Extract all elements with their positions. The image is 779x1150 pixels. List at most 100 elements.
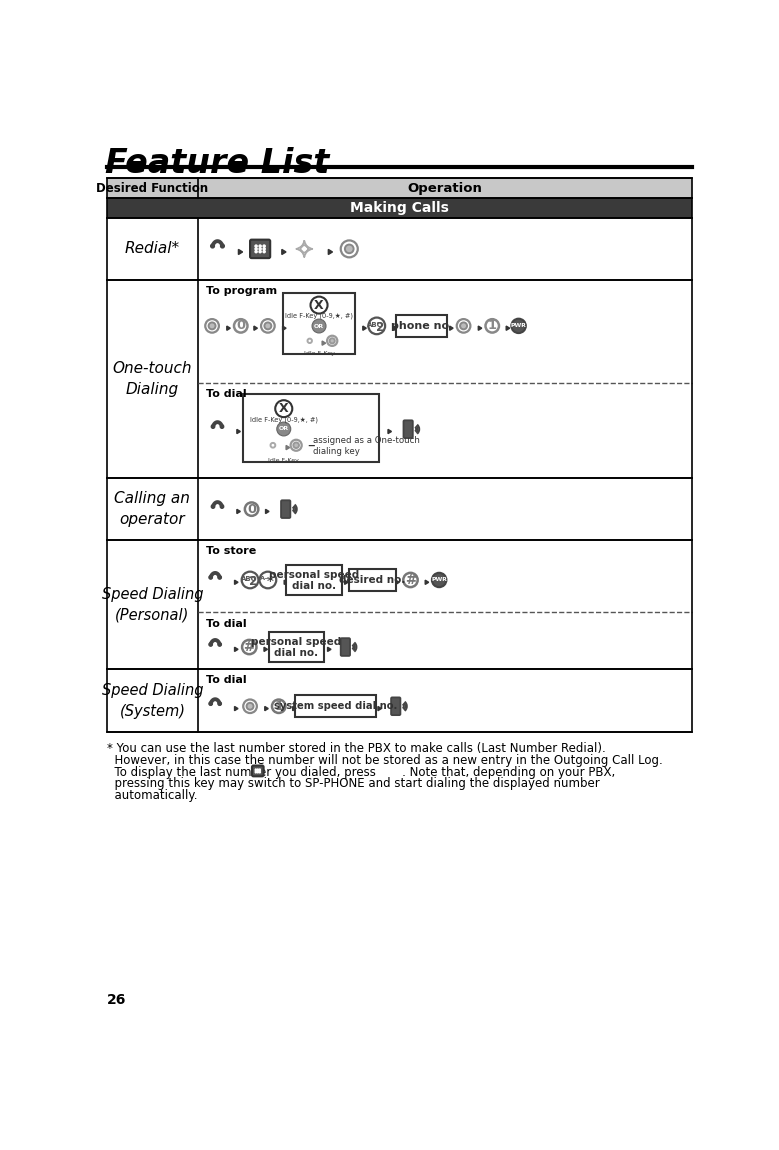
Circle shape <box>218 643 221 646</box>
Bar <box>107 669 692 733</box>
Bar <box>397 315 447 337</box>
Bar <box>107 279 692 478</box>
Text: 1: 1 <box>488 320 497 332</box>
Polygon shape <box>237 509 241 514</box>
Text: To dial: To dial <box>206 389 246 399</box>
FancyBboxPatch shape <box>340 638 350 655</box>
Text: #: # <box>244 641 255 654</box>
Text: personal speed: personal speed <box>270 569 359 580</box>
Text: Idle F-Key: Idle F-Key <box>304 351 334 356</box>
Circle shape <box>218 702 221 705</box>
Text: PWR: PWR <box>511 323 527 328</box>
Text: X: X <box>279 402 288 415</box>
Bar <box>107 178 692 198</box>
Polygon shape <box>394 327 397 330</box>
Circle shape <box>209 643 213 646</box>
Circle shape <box>294 443 299 448</box>
Text: 2: 2 <box>249 575 258 588</box>
Circle shape <box>247 703 253 710</box>
Text: dial no.: dial no. <box>274 647 319 658</box>
FancyBboxPatch shape <box>404 421 413 438</box>
Text: Making Calls: Making Calls <box>350 201 449 215</box>
Text: Feature List: Feature List <box>105 147 330 181</box>
Text: X: X <box>314 299 324 312</box>
Bar <box>287 566 342 595</box>
Bar <box>243 393 379 461</box>
Polygon shape <box>363 327 366 330</box>
Circle shape <box>220 505 224 508</box>
Circle shape <box>311 297 327 314</box>
Circle shape <box>511 319 526 333</box>
Text: Desired Function: Desired Function <box>97 182 209 194</box>
Polygon shape <box>266 509 269 514</box>
Text: To store: To store <box>206 546 256 557</box>
Circle shape <box>259 245 261 247</box>
FancyBboxPatch shape <box>252 766 263 776</box>
Text: personal speed: personal speed <box>252 637 342 646</box>
Polygon shape <box>425 580 428 584</box>
Circle shape <box>218 576 221 580</box>
Text: dialing key: dialing key <box>313 447 360 455</box>
Circle shape <box>277 422 291 436</box>
Bar <box>107 198 692 218</box>
Text: To program: To program <box>206 286 277 296</box>
Bar <box>269 632 324 661</box>
Circle shape <box>432 573 446 588</box>
FancyBboxPatch shape <box>281 500 291 518</box>
Text: OR: OR <box>314 323 324 329</box>
Bar <box>295 696 375 718</box>
Text: PWR: PWR <box>432 577 447 582</box>
Text: desired no.: desired no. <box>340 575 406 585</box>
Text: Speed Dialing
(Personal): Speed Dialing (Personal) <box>101 586 203 622</box>
Text: Idle F-Key (0-9,★, #): Idle F-Key (0-9,★, #) <box>285 313 353 320</box>
Circle shape <box>263 251 265 253</box>
Polygon shape <box>286 445 290 450</box>
Text: 2: 2 <box>376 321 385 333</box>
Bar <box>349 569 396 591</box>
Circle shape <box>259 247 261 250</box>
Polygon shape <box>237 429 241 434</box>
Circle shape <box>312 319 326 333</box>
Bar <box>107 178 692 733</box>
Polygon shape <box>234 647 238 651</box>
Polygon shape <box>388 429 392 434</box>
FancyBboxPatch shape <box>391 697 400 715</box>
Text: system speed dial no.: system speed dial no. <box>273 702 397 711</box>
Text: OR: OR <box>279 427 289 431</box>
Text: ABC: ABC <box>241 576 256 582</box>
Polygon shape <box>282 250 286 254</box>
Text: assigned as a One-touch: assigned as a One-touch <box>313 436 420 445</box>
Text: dial no.: dial no. <box>292 581 337 591</box>
Circle shape <box>263 245 265 247</box>
Circle shape <box>255 251 257 253</box>
Text: 0: 0 <box>247 503 256 515</box>
Circle shape <box>255 247 257 250</box>
Polygon shape <box>234 706 238 711</box>
Text: To dial: To dial <box>206 619 246 629</box>
Polygon shape <box>227 327 231 330</box>
Text: A~: A~ <box>260 576 270 581</box>
Polygon shape <box>265 706 268 711</box>
Text: *: * <box>267 575 274 588</box>
Text: 1: 1 <box>274 699 284 713</box>
Polygon shape <box>234 580 238 584</box>
Polygon shape <box>283 327 286 330</box>
Text: Idle F-Key (0-9,★, #): Idle F-Key (0-9,★, #) <box>250 417 318 423</box>
Polygon shape <box>328 250 333 254</box>
Text: 26: 26 <box>107 992 126 1006</box>
Polygon shape <box>238 250 242 254</box>
Circle shape <box>330 338 335 344</box>
Circle shape <box>220 424 224 428</box>
Text: Speed Dialing
(System): Speed Dialing (System) <box>101 683 203 719</box>
Circle shape <box>211 424 215 428</box>
Polygon shape <box>396 580 399 584</box>
Polygon shape <box>344 580 348 584</box>
Bar <box>107 478 692 540</box>
Text: automatically.: automatically. <box>107 789 197 803</box>
Polygon shape <box>506 327 509 330</box>
Text: ABC: ABC <box>367 322 383 328</box>
Text: However, in this case the number will not be stored as a new entry in the Outgoi: However, in this case the number will no… <box>107 753 662 767</box>
FancyBboxPatch shape <box>250 239 270 258</box>
Text: Operation: Operation <box>407 182 482 194</box>
Circle shape <box>345 245 354 253</box>
